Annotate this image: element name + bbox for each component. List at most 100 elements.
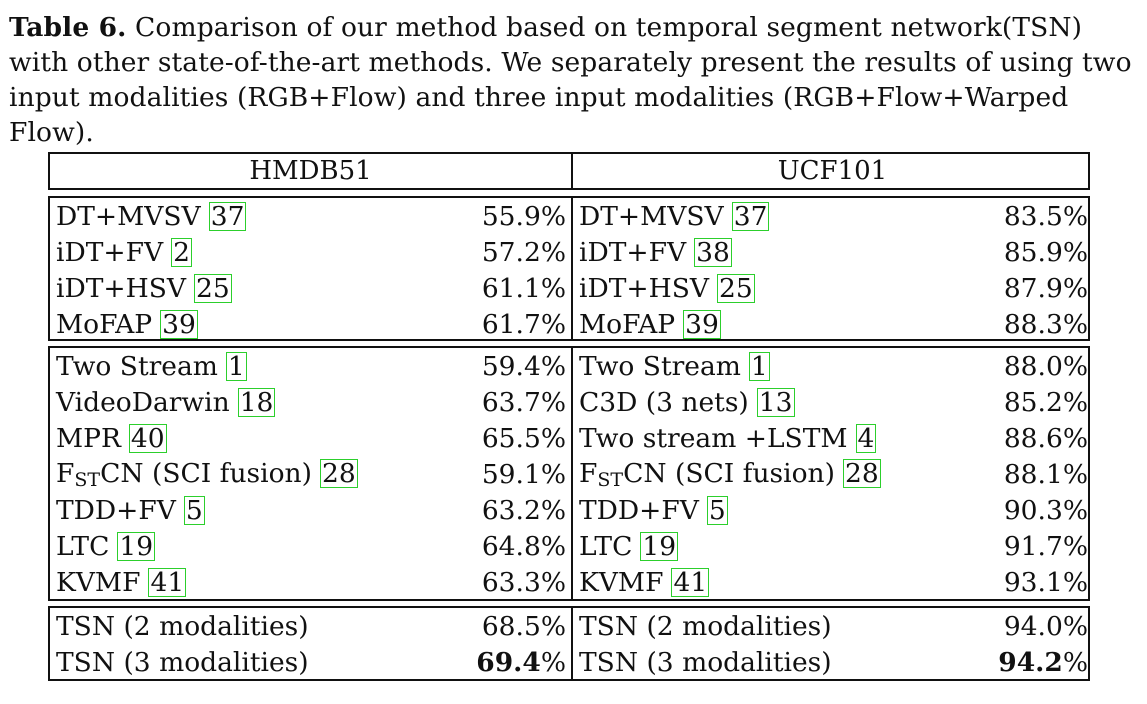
accuracy-value: 83.5% xyxy=(1003,200,1088,232)
citation-link[interactable]: 25 xyxy=(194,272,232,304)
citation-link[interactable]: 18 xyxy=(237,386,276,418)
table-row: MoFAP 39 88.3% xyxy=(573,306,1092,342)
accuracy-value: 88.1% xyxy=(1003,458,1088,490)
table-row: DT+MVSV 37 55.9% xyxy=(50,198,571,234)
method-name: KVMF 41 xyxy=(579,566,710,598)
header-hmdb51: HMDB51 xyxy=(249,156,372,186)
table-row: iDT+FV 38 85.9% xyxy=(573,234,1092,270)
citation-link[interactable]: 2 xyxy=(171,236,193,268)
method-name: Two stream +LSTM 4 xyxy=(579,422,877,454)
accuracy-value: 93.1% xyxy=(1003,566,1088,598)
method-name: DT+MVSV 37 xyxy=(579,200,770,232)
accuracy-value: 59.4% xyxy=(481,350,566,382)
accuracy-value: 63.2% xyxy=(481,494,566,526)
citation-link[interactable]: 41 xyxy=(148,566,187,598)
method-name: TSN (3 modalities) xyxy=(579,646,832,678)
group-deep-methods: Two Stream 1 59.4% VideoDarwin 18 63.7% MPR 40 6… xyxy=(48,346,1090,601)
group-baselines: DT+MVSV 37 55.9% iDT+FV 2 57.2% iDT+HSV 25 61.1%… xyxy=(48,196,1090,341)
citation-link[interactable]: 1 xyxy=(225,350,247,382)
table-row: iDT+HSV 25 61.1% xyxy=(50,270,571,306)
citation-link[interactable]: 5 xyxy=(183,494,205,526)
citation-link[interactable]: 28 xyxy=(842,457,881,489)
table-row: LTC 19 91.7% xyxy=(573,528,1092,564)
table-row: TDD+FV 5 90.3% xyxy=(573,492,1092,528)
caption-text: Comparison of our method based on tempor… xyxy=(9,12,1132,148)
citation-link[interactable]: 37 xyxy=(731,200,770,232)
table-row: FSTCN (SCI fusion) 28 59.1% xyxy=(50,456,571,492)
table-row: Two Stream 1 88.0% xyxy=(573,348,1092,384)
accuracy-value: 88.6% xyxy=(1003,422,1088,454)
accuracy-value: 64.8% xyxy=(481,530,566,562)
accuracy-value: 87.9% xyxy=(1003,272,1088,304)
method-name: iDT+HSV 25 xyxy=(579,272,755,304)
method-name: MoFAP 39 xyxy=(579,308,721,340)
citation-link[interactable]: 5 xyxy=(706,494,728,526)
accuracy-value: 59.1% xyxy=(481,458,566,490)
citation-link[interactable]: 39 xyxy=(683,308,721,340)
caption-label: Table 6. xyxy=(9,12,127,43)
method-name: iDT+FV 2 xyxy=(56,236,193,268)
table-header: HMDB51 UCF101 xyxy=(48,152,1090,190)
table-caption: Table 6. Comparison of our method based … xyxy=(9,10,1145,150)
method-name: FSTCN (SCI fusion) 28 xyxy=(56,457,358,491)
table-row: KVMF 41 93.1% xyxy=(573,564,1092,600)
method-name: LTC 19 xyxy=(56,530,156,562)
method-name: C3D (3 nets) 13 xyxy=(579,386,795,418)
method-name: Two Stream 1 xyxy=(56,350,247,382)
table-row: TSN (2 modalities) 68.5% xyxy=(50,608,571,644)
accuracy-value: 94.2% xyxy=(998,646,1088,678)
table-row: LTC 19 64.8% xyxy=(50,528,571,564)
table-row: Two Stream 1 59.4% xyxy=(50,348,571,384)
table-row: MPR 40 65.5% xyxy=(50,420,571,456)
method-name: MPR 40 xyxy=(56,422,167,454)
group-tsn: TSN (2 modalities) 68.5% TSN (3 modalities… xyxy=(48,606,1090,681)
citation-link[interactable]: 39 xyxy=(160,308,198,340)
accuracy-value: 88.0% xyxy=(1003,350,1088,382)
method-subscript: ST xyxy=(597,468,624,491)
accuracy-value: 90.3% xyxy=(1003,494,1088,526)
accuracy-value: 57.2% xyxy=(481,236,566,268)
accuracy-value: 65.5% xyxy=(481,422,566,454)
method-name: VideoDarwin 18 xyxy=(56,386,276,418)
citation-link[interactable]: 41 xyxy=(671,566,710,598)
accuracy-value: 63.3% xyxy=(481,566,566,598)
method-name: TSN (2 modalities) xyxy=(579,610,832,642)
citation-link[interactable]: 38 xyxy=(694,236,732,268)
citation-link[interactable]: 40 xyxy=(128,422,167,454)
table-row: TSN (2 modalities) 94.0% xyxy=(573,608,1092,644)
table-row: VideoDarwin 18 63.7% xyxy=(50,384,571,420)
accuracy-value: 91.7% xyxy=(1003,530,1088,562)
accuracy-value: 63.7% xyxy=(481,386,566,418)
table-row: C3D (3 nets) 13 85.2% xyxy=(573,384,1092,420)
method-name: Two Stream 1 xyxy=(579,350,770,382)
method-name: iDT+FV 38 xyxy=(579,236,732,268)
method-name: KVMF 41 xyxy=(56,566,187,598)
accuracy-value: 68.5% xyxy=(481,610,566,642)
accuracy-value: 85.9% xyxy=(1003,236,1088,268)
header-ucf101: UCF101 xyxy=(571,154,1092,188)
citation-link[interactable]: 19 xyxy=(640,530,679,562)
method-name: iDT+HSV 25 xyxy=(56,272,232,304)
accuracy-value: 55.9% xyxy=(481,200,566,232)
citation-link[interactable]: 28 xyxy=(319,457,358,489)
table-row: FSTCN (SCI fusion) 28 88.1% xyxy=(573,456,1092,492)
citation-link[interactable]: 4 xyxy=(855,422,877,454)
table-row: MoFAP 39 61.7% xyxy=(50,306,571,342)
table-row: TDD+FV 5 63.2% xyxy=(50,492,571,528)
table-row: iDT+HSV 25 87.9% xyxy=(573,270,1092,306)
citation-link[interactable]: 1 xyxy=(748,350,770,382)
accuracy-value: 61.7% xyxy=(481,308,566,340)
method-name: DT+MVSV 37 xyxy=(56,200,247,232)
citation-link[interactable]: 13 xyxy=(756,386,795,418)
table-row: TSN (3 modalities) 94.2% xyxy=(573,644,1092,680)
citation-link[interactable]: 19 xyxy=(117,530,156,562)
method-subscript: ST xyxy=(74,468,101,491)
table-row: TSN (3 modalities) 69.4% xyxy=(50,644,571,680)
citation-link[interactable]: 37 xyxy=(208,200,247,232)
accuracy-value: 61.1% xyxy=(481,272,566,304)
citation-link[interactable]: 25 xyxy=(717,272,755,304)
method-name: TDD+FV 5 xyxy=(579,494,728,526)
table-row: DT+MVSV 37 83.5% xyxy=(573,198,1092,234)
accuracy-value: 88.3% xyxy=(1003,308,1088,340)
table-row: Two stream +LSTM 4 88.6% xyxy=(573,420,1092,456)
